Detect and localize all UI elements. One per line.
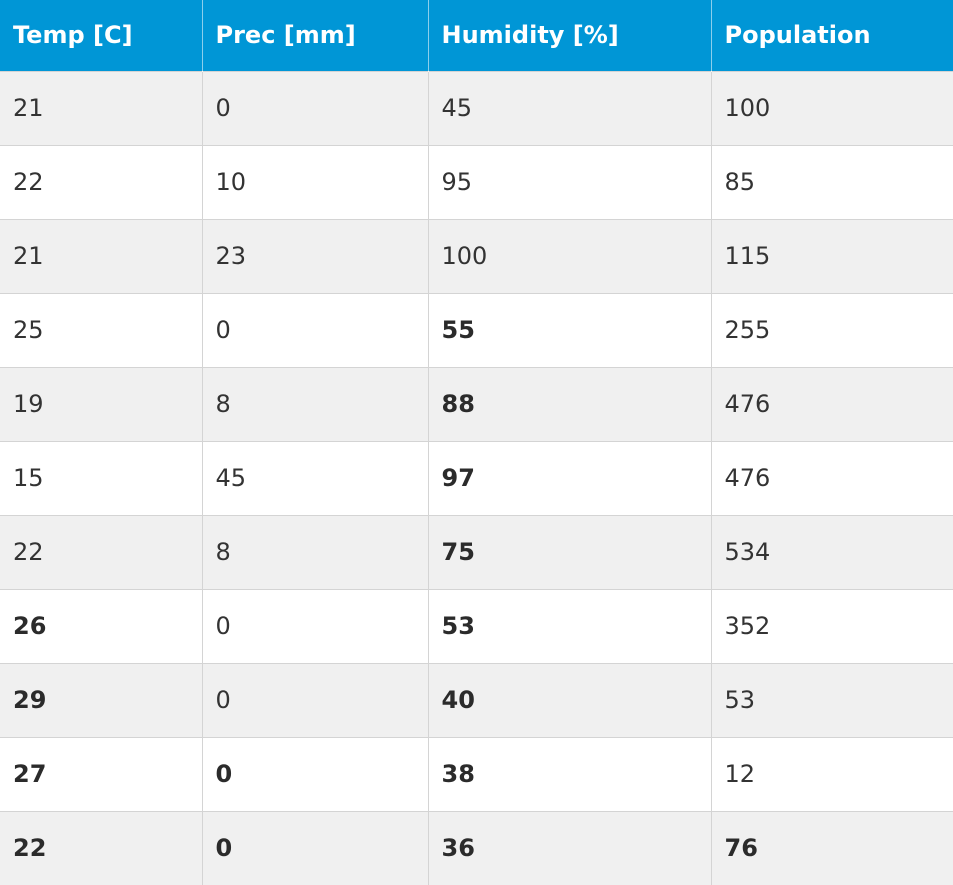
population-cell: 85: [711, 144, 953, 219]
temp-cell: 29: [0, 662, 203, 737]
column-header-prec[interactable]: Prec [mm]: [202, 0, 429, 71]
humidity-cell: 53: [428, 588, 712, 663]
temp-cell: 19: [0, 366, 203, 441]
prec-cell: 0: [202, 70, 429, 145]
table-row: 29 0 40 53: [0, 662, 953, 737]
humidity-cell: 100: [428, 218, 712, 293]
prec-cell: 0: [202, 292, 429, 367]
prec-cell: 0: [202, 588, 429, 663]
temp-cell: 15: [0, 440, 203, 515]
population-cell: 100: [711, 70, 953, 145]
prec-cell: 45: [202, 440, 429, 515]
table-row: 15 45 97 476: [0, 440, 953, 515]
prec-cell: 0: [202, 736, 429, 811]
prec-cell: 0: [202, 662, 429, 737]
temp-cell: 22: [0, 144, 203, 219]
temp-cell: 26: [0, 588, 203, 663]
prec-cell: 8: [202, 514, 429, 589]
table-row: 26 0 53 352: [0, 588, 953, 663]
column-header-temp[interactable]: Temp [C]: [0, 0, 203, 71]
humidity-cell: 38: [428, 736, 712, 811]
temp-cell: 27: [0, 736, 203, 811]
prec-cell: 0: [202, 810, 429, 885]
population-cell: 352: [711, 588, 953, 663]
header-row: Temp [C] Prec [mm] Humidity [%] Populati…: [0, 0, 953, 71]
population-cell: 115: [711, 218, 953, 293]
table-row: 22 0 36 76: [0, 810, 953, 885]
temp-cell: 21: [0, 218, 203, 293]
population-cell: 12: [711, 736, 953, 811]
humidity-cell: 40: [428, 662, 712, 737]
temp-cell: 22: [0, 514, 203, 589]
humidity-cell: 75: [428, 514, 712, 589]
table-row: 22 10 95 85: [0, 144, 953, 219]
population-cell: 476: [711, 440, 953, 515]
humidity-cell: 97: [428, 440, 712, 515]
table-row: 21 23 100 115: [0, 218, 953, 293]
table-row: 21 0 45 100: [0, 70, 953, 145]
table-row: 27 0 38 12: [0, 736, 953, 811]
table-body: 21 0 45 100 22 10 95 85 21 23 100 115 25 0 55 255 19 8 88 4…: [0, 70, 953, 885]
temp-cell: 21: [0, 70, 203, 145]
table-row: 25 0 55 255: [0, 292, 953, 367]
humidity-cell: 95: [428, 144, 712, 219]
column-header-humidity[interactable]: Humidity [%]: [428, 0, 712, 71]
prec-cell: 10: [202, 144, 429, 219]
temp-cell: 22: [0, 810, 203, 885]
humidity-cell: 88: [428, 366, 712, 441]
population-cell: 76: [711, 810, 953, 885]
population-cell: 53: [711, 662, 953, 737]
humidity-cell: 36: [428, 810, 712, 885]
table-header: Temp [C] Prec [mm] Humidity [%] Populati…: [0, 0, 953, 71]
column-header-population[interactable]: Population: [711, 0, 953, 71]
prec-cell: 23: [202, 218, 429, 293]
humidity-cell: 45: [428, 70, 712, 145]
temp-cell: 25: [0, 292, 203, 367]
humidity-cell: 55: [428, 292, 712, 367]
population-cell: 476: [711, 366, 953, 441]
population-cell: 534: [711, 514, 953, 589]
population-cell: 255: [711, 292, 953, 367]
prec-cell: 8: [202, 366, 429, 441]
table-row: 22 8 75 534: [0, 514, 953, 589]
table-row: 19 8 88 476: [0, 366, 953, 441]
